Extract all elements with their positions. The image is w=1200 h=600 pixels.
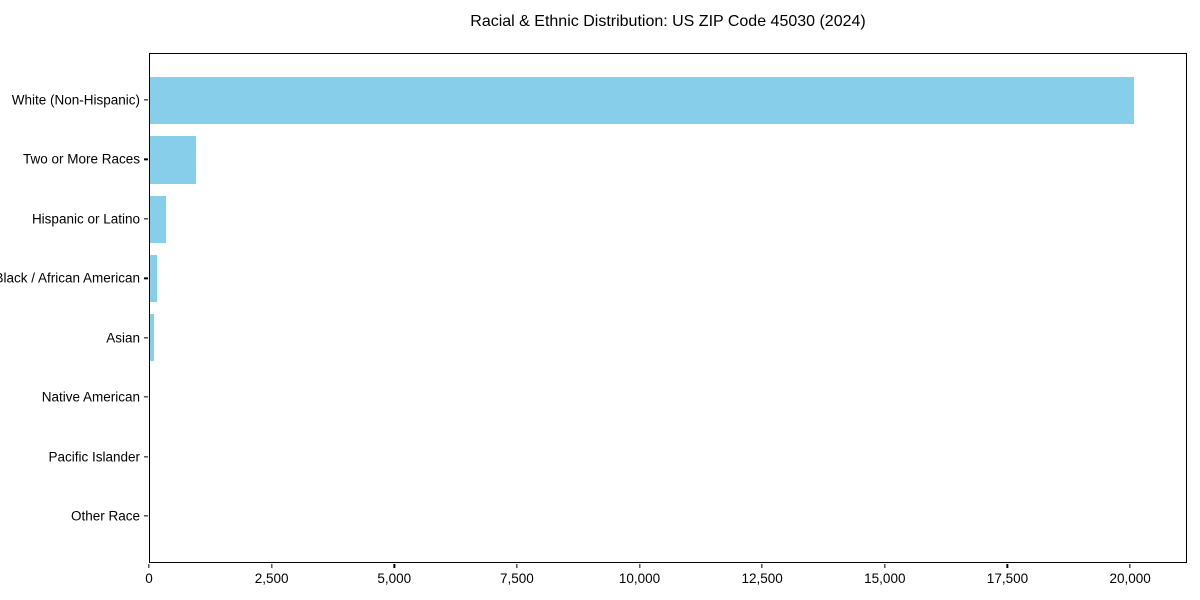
x-tick-mark <box>270 564 273 568</box>
x-tick-mark <box>638 564 641 568</box>
y-tick-mark <box>144 337 148 339</box>
y-tick-mark <box>144 455 148 458</box>
x-tick-label: 2,500 <box>254 571 289 586</box>
x-tick-mark <box>761 564 763 568</box>
x-tick-mark <box>516 564 518 568</box>
y-axis: White (Non-Hispanic) Two or More Races His… <box>0 53 149 563</box>
x-tick-mark <box>148 564 150 568</box>
y-tick-mark <box>144 99 148 101</box>
y-tick-mark <box>144 396 148 398</box>
y-tick-mark <box>144 277 148 279</box>
y-tick-mark <box>144 218 148 220</box>
y-tick-label: Native American <box>41 389 140 405</box>
x-tick-label: 17,500 <box>986 571 1029 586</box>
x-tick-label: 10,000 <box>618 571 661 586</box>
bar <box>150 313 155 362</box>
x-tick-label: 12,500 <box>741 571 783 586</box>
x-tick-label: 15,000 <box>864 571 906 586</box>
y-tick-label: Asian <box>106 330 140 346</box>
y-tick-label: Black / African American <box>0 270 140 286</box>
chart-title: Racial & Ethnic Distribution: US ZIP Cod… <box>470 13 866 30</box>
bar <box>150 136 197 184</box>
plot-area <box>149 53 1187 563</box>
x-tick-mark <box>1006 564 1009 568</box>
x-tick-label: 0 <box>145 571 153 586</box>
y-tick-mark <box>144 158 148 161</box>
y-tick-label: Other Race <box>70 508 140 524</box>
x-tick-mark <box>884 564 886 568</box>
x-axis: 0 2,500 5,000 7,500 10,000 12,500 15,000 17,500… <box>145 563 1187 600</box>
y-tick-label: Pacific Islander <box>48 449 140 465</box>
bar <box>150 254 157 303</box>
x-tick-mark <box>1129 564 1131 568</box>
bar <box>150 195 166 243</box>
y-tick-label: White (Non-Hispanic) <box>11 92 140 108</box>
x-tick-label: 20,000 <box>1109 571 1151 586</box>
y-tick-label: Hispanic or Latino <box>31 211 140 227</box>
x-tick-mark <box>393 564 395 568</box>
y-tick-mark <box>144 515 148 517</box>
y-tick-label: Two or More Races <box>22 151 140 167</box>
x-tick-label: 5,000 <box>377 571 412 586</box>
bar <box>150 77 1135 125</box>
x-tick-label: 7,500 <box>500 571 534 586</box>
